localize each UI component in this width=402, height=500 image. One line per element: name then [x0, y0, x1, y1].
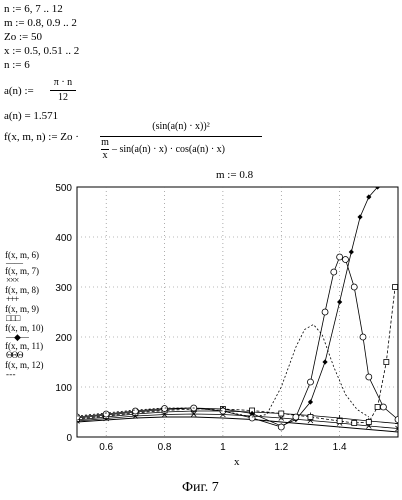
data-point-series-9 [352, 421, 357, 426]
data-point-series-11 [337, 254, 343, 260]
data-point-series-11 [380, 404, 386, 410]
data-point-series-11 [103, 411, 109, 417]
y-tick-label: 300 [55, 283, 72, 294]
data-point-series-10 [322, 359, 327, 364]
data-point-series-10 [357, 214, 362, 219]
data-point-series-11 [278, 424, 284, 430]
series-group [74, 184, 401, 432]
y-tick-label: 200 [55, 333, 72, 344]
x-tick-label: 1.2 [274, 442, 288, 453]
data-point-series-9 [279, 411, 284, 416]
y-tick-label: 400 [55, 233, 72, 244]
data-point-series-11 [293, 414, 299, 420]
series-line-9 [77, 287, 395, 423]
series-line-11 [77, 257, 398, 427]
data-point-series-11 [132, 408, 138, 414]
y-tick-label: 500 [55, 183, 72, 194]
plot-frame [77, 187, 398, 437]
data-point-series-11 [351, 284, 357, 290]
y-tick-label: 0 [66, 433, 72, 444]
data-point-series-10 [349, 249, 354, 254]
data-point-series-9 [393, 285, 398, 290]
data-point-series-11 [249, 415, 255, 421]
data-point-series-9 [384, 360, 389, 365]
data-point-series-9 [375, 405, 380, 410]
data-point-series-11 [360, 334, 366, 340]
data-point-series-11 [366, 374, 372, 380]
series-line-7 [77, 414, 398, 429]
figure-caption: Фиг. 7 [182, 480, 219, 496]
x-tick-label: 1 [220, 442, 226, 453]
x-tick-label: 0.6 [99, 442, 113, 453]
x-tick-label: 1.4 [333, 442, 347, 453]
data-point-series-11 [322, 309, 328, 315]
data-point-series-11 [331, 269, 337, 275]
data-point-series-11 [307, 379, 313, 385]
x-tick-label: 0.8 [158, 442, 172, 453]
data-point-series-11 [74, 414, 80, 420]
x-axis-label: x [234, 456, 240, 469]
data-point-series-11 [395, 417, 401, 423]
data-point-series-11 [342, 257, 348, 263]
data-point-series-10 [337, 299, 342, 304]
data-point-series-9 [366, 420, 371, 425]
data-point-series-9 [337, 419, 342, 424]
data-point-series-9 [308, 415, 313, 420]
y-tick-label: 100 [55, 383, 72, 394]
series-line-10 [77, 187, 378, 426]
